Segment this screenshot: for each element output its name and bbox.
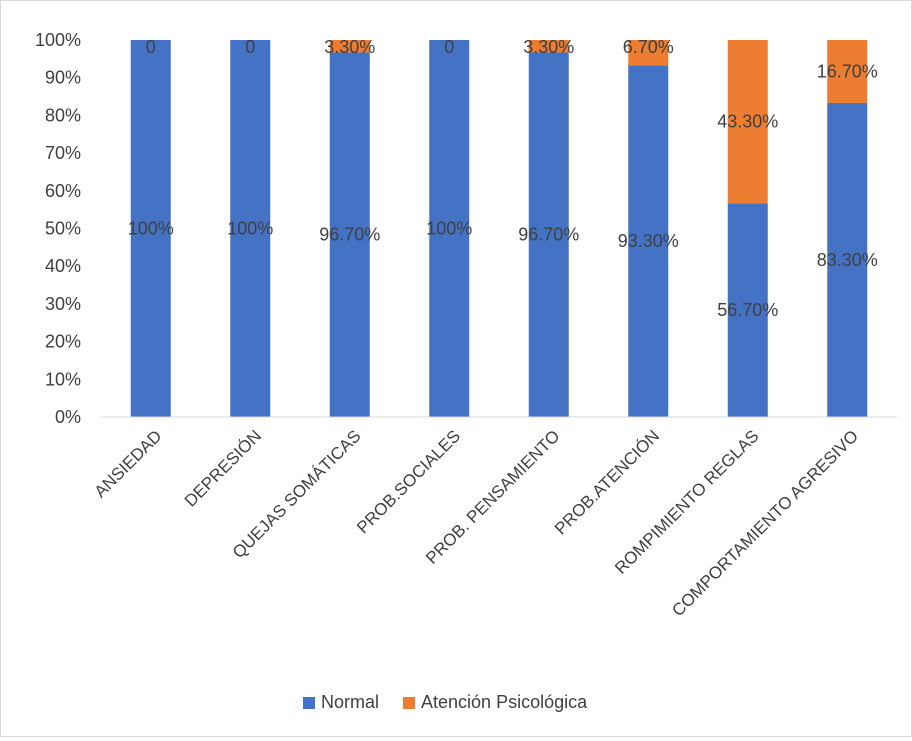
- bar-segment: [230, 40, 271, 417]
- data-label: 43.30%: [717, 112, 778, 132]
- bar-segment: [329, 52, 370, 417]
- bar-segment: [727, 203, 768, 417]
- y-tick-label: 10%: [45, 369, 81, 389]
- data-label: 3.30%: [324, 37, 375, 57]
- legend: Normal Atención Psicológica: [303, 692, 588, 712]
- bar-segment: [329, 40, 370, 53]
- bar-segment: [727, 40, 768, 204]
- data-label: 6.70%: [623, 37, 674, 57]
- data-label: 0: [245, 37, 255, 57]
- bar-segment: [628, 65, 669, 417]
- legend-swatch: [303, 697, 315, 709]
- category-label: PROB.ATENCIÓN: [551, 426, 663, 538]
- bars: [130, 40, 868, 418]
- data-labels: 100% 0 100% 0 96.70% 3.30% 100% 0 96.70% 3.30% 93.…: [128, 37, 878, 320]
- bar-segment: [827, 40, 868, 103]
- legend-swatch: [403, 697, 416, 709]
- y-tick-label: 0%: [55, 407, 81, 427]
- data-label: 0: [444, 37, 454, 57]
- data-label: 0: [146, 37, 156, 57]
- category-label: PROB.SOCIALES: [353, 426, 464, 537]
- y-tick-label: 90%: [45, 68, 81, 88]
- data-label: 96.70%: [319, 225, 380, 245]
- data-label: 93.30%: [618, 231, 679, 251]
- y-tick-label: 70%: [45, 143, 81, 163]
- y-axis: 0% 10% 20% 30% 40% 50% 60% 70% 80% 90% 100%: [35, 30, 81, 427]
- data-label: 100%: [227, 219, 273, 239]
- category-label: ANSIEDAD: [91, 426, 166, 501]
- data-label: 16.70%: [817, 61, 878, 81]
- y-tick-label: 50%: [45, 219, 81, 239]
- legend-label: Atención Psicológica: [421, 692, 588, 712]
- bar-segment: [528, 52, 569, 417]
- legend-label: Normal: [321, 692, 379, 712]
- bar-segment: [628, 40, 669, 66]
- data-label: 96.70%: [518, 225, 579, 245]
- bar-segment: [827, 102, 868, 418]
- y-tick-label: 30%: [45, 294, 81, 314]
- category-label: DEPRESIÓN: [181, 426, 265, 510]
- data-label: 56.70%: [717, 300, 778, 320]
- bar-segment: [429, 40, 470, 417]
- y-tick-label: 60%: [45, 181, 81, 201]
- y-tick-label: 20%: [45, 332, 81, 352]
- data-label: 83.30%: [817, 250, 878, 270]
- bar-segment: [528, 40, 569, 53]
- category-label: COMPORTAMIENTO AGRESIVO: [668, 426, 862, 620]
- bar-segment: [130, 40, 171, 417]
- y-tick-label: 100%: [35, 30, 81, 50]
- data-label: 100%: [426, 219, 472, 239]
- y-tick-label: 80%: [45, 105, 81, 125]
- y-tick-label: 40%: [45, 256, 81, 276]
- data-label: 100%: [128, 219, 174, 239]
- data-label: 3.30%: [523, 37, 574, 57]
